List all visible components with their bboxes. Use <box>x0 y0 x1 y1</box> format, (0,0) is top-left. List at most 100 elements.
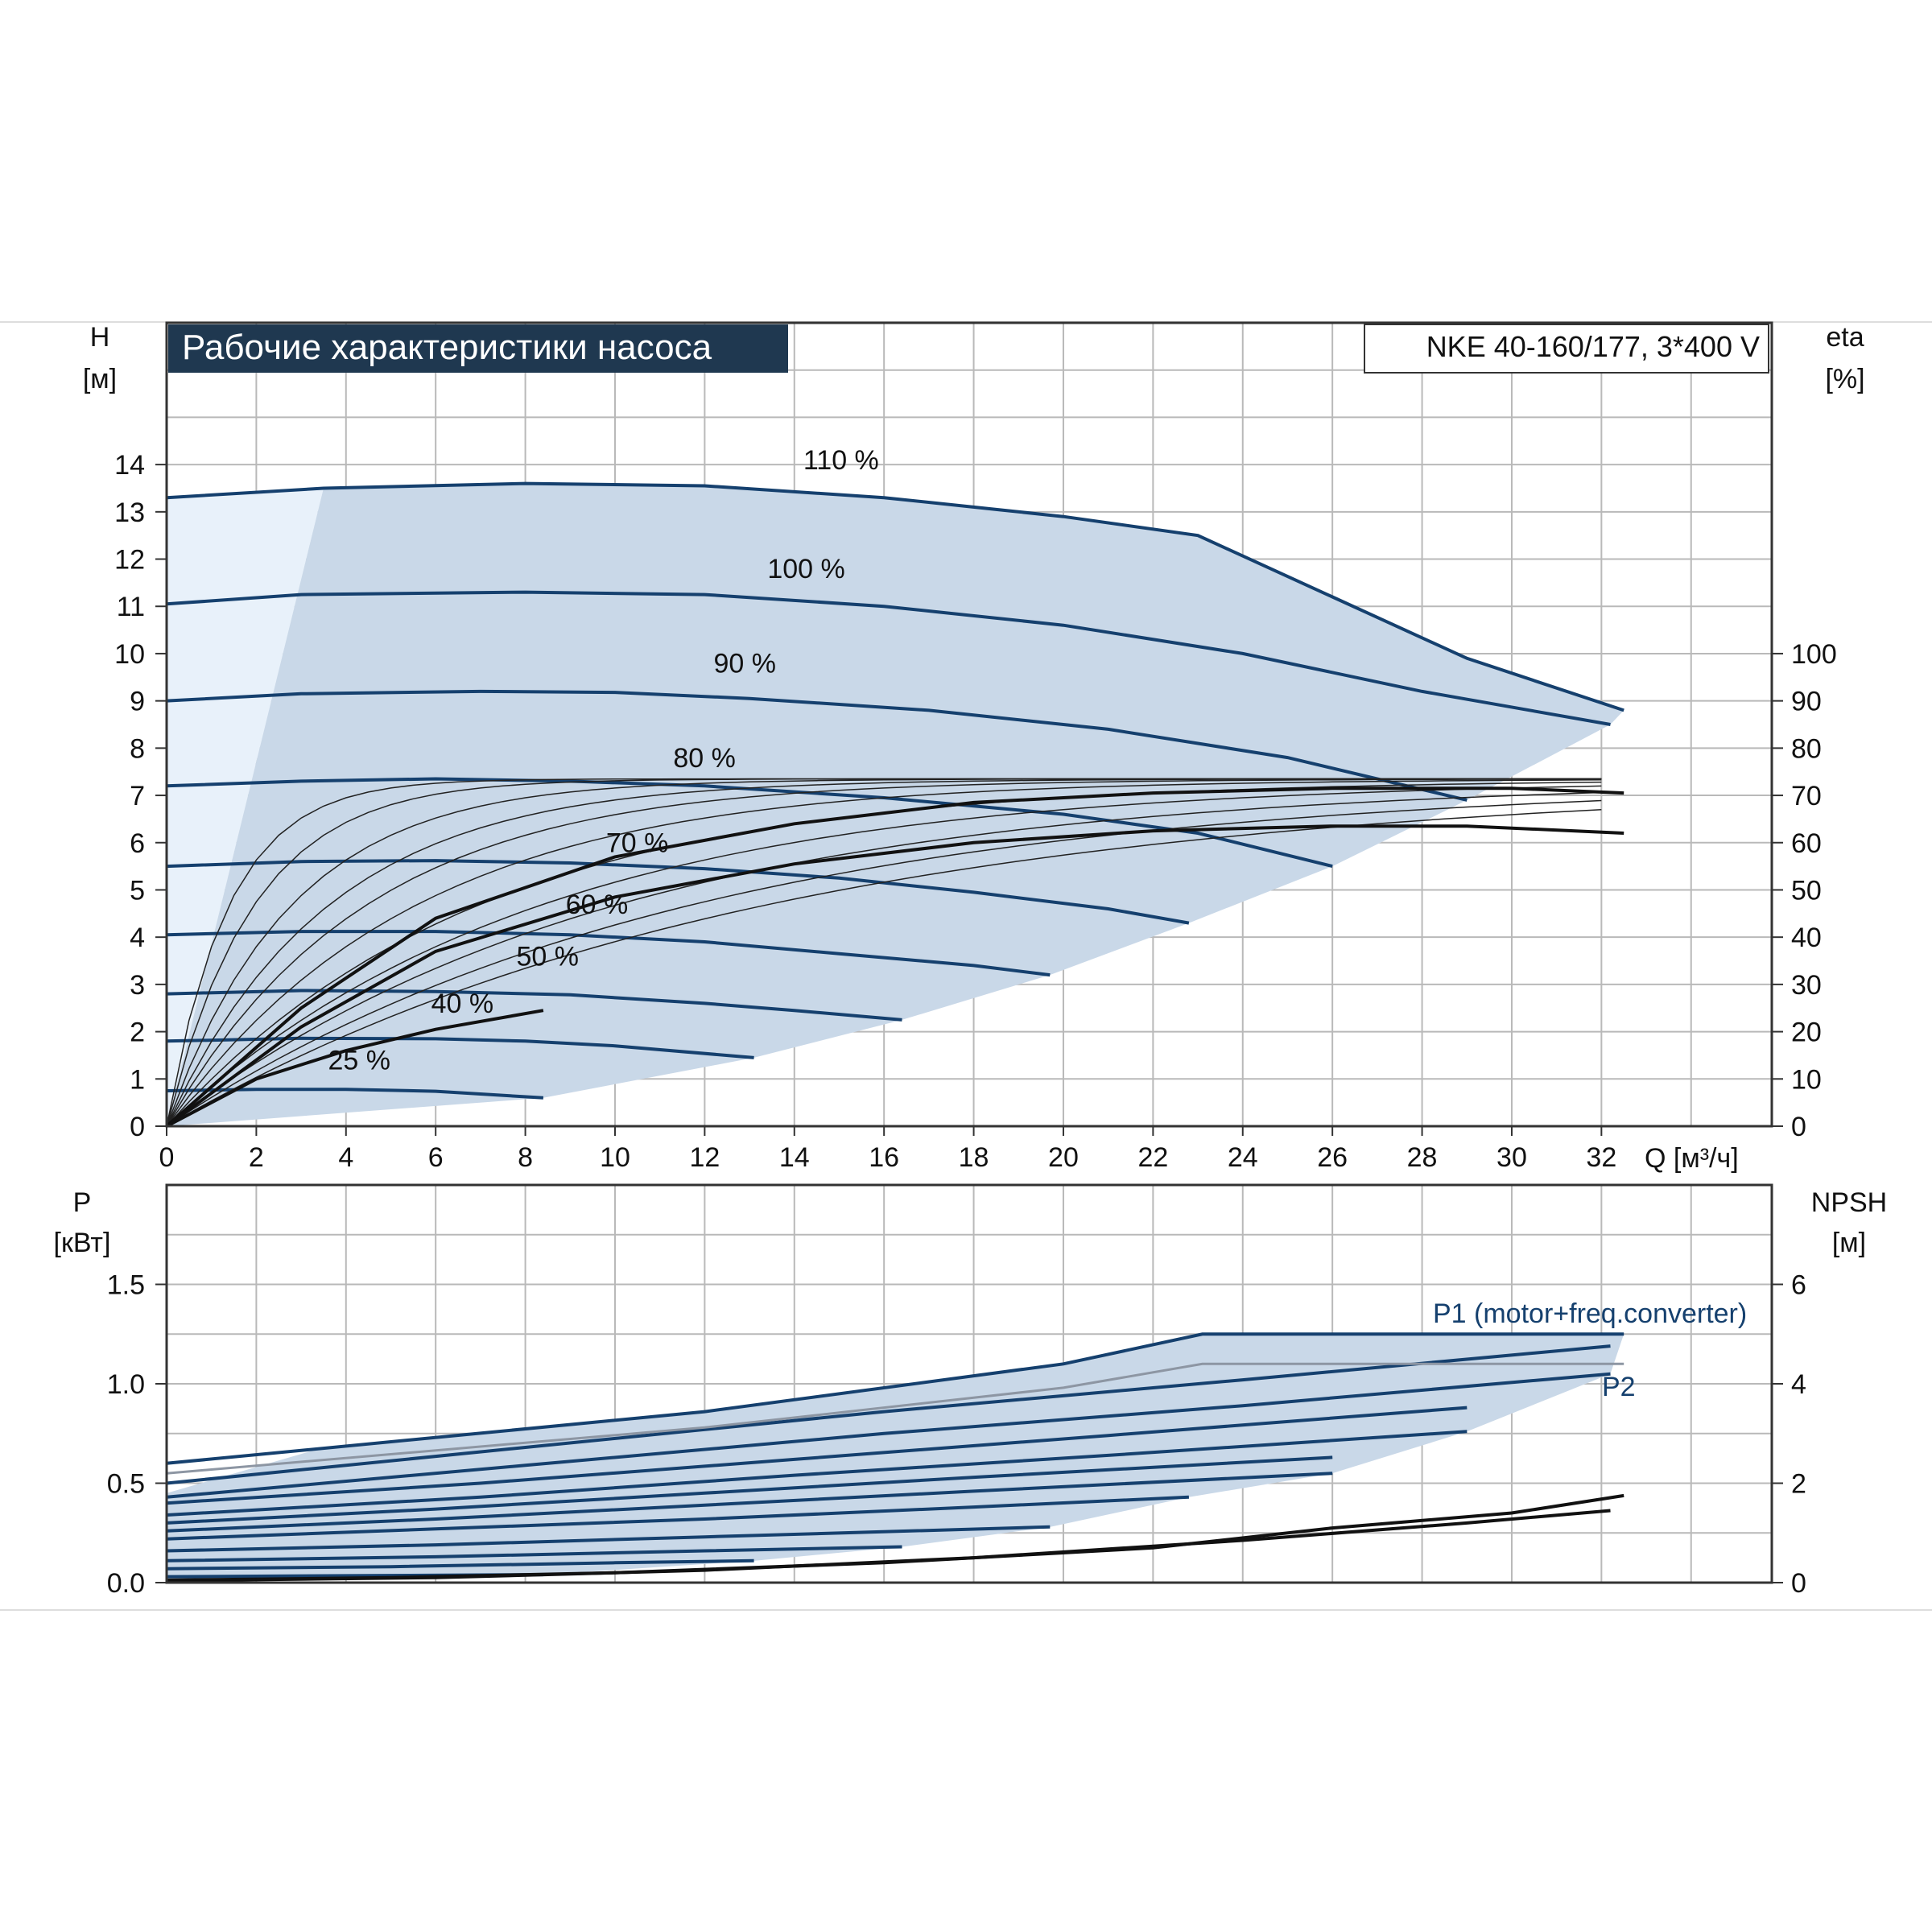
y-tick-label-eta: 80 <box>1791 733 1822 764</box>
model-label: NKE 40-160/177, 3*400 V <box>1426 330 1760 363</box>
speed-curve-8 <box>166 1088 544 1100</box>
speed-curve-1 <box>166 590 1611 726</box>
speed-curve-5 <box>166 930 1051 977</box>
power-operating-region <box>167 1334 1624 1577</box>
y-tick-label-h: 0 <box>130 1112 145 1142</box>
y-axis-label-h: H <box>90 322 110 353</box>
y-tick-label-p: 1.5 <box>107 1270 145 1301</box>
efficiency-family-line <box>166 791 1602 1127</box>
x-axis-label: Q [м³/ч] <box>1645 1143 1739 1174</box>
x-tick-label: 24 <box>1228 1142 1258 1173</box>
speed-label-3: 80 % <box>673 743 736 774</box>
efficiency-family-line <box>166 778 1602 1127</box>
speed-curve-labels: 110 % 100 % 90 % 80 % 70 % 60 % 50 % 40 % 25 % <box>328 445 879 1076</box>
y-tick-label-eta: 70 <box>1791 781 1822 811</box>
x-tick-label: 18 <box>959 1142 989 1173</box>
x-tick-label: 30 <box>1496 1142 1527 1173</box>
efficiency-family-line <box>166 779 1602 1127</box>
y-tick-label-eta: 60 <box>1791 828 1822 859</box>
x-tick-label: 6 <box>428 1142 444 1173</box>
power-curve-7 <box>166 1495 1189 1541</box>
p2-label: P2 <box>1602 1372 1636 1402</box>
x-tick-label: 0 <box>159 1142 175 1173</box>
p2-110-curve <box>166 1362 1624 1475</box>
model-box <box>1364 324 1769 374</box>
x-tick-label: 14 <box>779 1142 810 1173</box>
x-tick-label: 12 <box>689 1142 720 1173</box>
y-tick-label-p: 1.0 <box>107 1369 145 1400</box>
speed-curve-6 <box>166 989 902 1022</box>
operating-region <box>167 483 1624 1126</box>
power-curve-4 <box>166 1430 1468 1517</box>
y-tick-label-eta: 100 <box>1791 639 1837 670</box>
y-tick-label-h: 6 <box>130 828 145 859</box>
y-tick-label-eta: 20 <box>1791 1018 1822 1048</box>
y-axis-label-p: P <box>73 1187 92 1218</box>
npsh-curve-1 <box>166 1509 1611 1583</box>
power-curve-6 <box>166 1472 1333 1533</box>
speed-curve-2 <box>166 689 1468 802</box>
x-tick-label: 28 <box>1407 1142 1438 1173</box>
y-tick-label-p: 0.5 <box>107 1469 145 1500</box>
x-tick-label: 8 <box>518 1142 533 1173</box>
title-box <box>168 324 788 373</box>
power-curve-10 <box>166 1558 754 1571</box>
x-tick-label: 4 <box>338 1142 353 1173</box>
x-tick-label: 16 <box>869 1142 899 1173</box>
head-panel: 110 % 100 % 90 % 80 % 70 % 60 % 50 % 40 % 25 % 0… <box>83 321 1865 1174</box>
x-tick-label: 20 <box>1048 1142 1079 1173</box>
y-axis-unit-eta: [%] <box>1825 364 1864 394</box>
x-tick-label: 32 <box>1586 1142 1616 1173</box>
power-curve-5 <box>166 1455 1333 1525</box>
speed-label-6: 50 % <box>516 941 579 972</box>
speed-curve-4 <box>166 859 1190 925</box>
efficiency-curve-2 <box>166 1009 544 1128</box>
speed-label-7: 40 % <box>431 989 494 1019</box>
y-tick-label-npsh: 2 <box>1791 1469 1806 1500</box>
efficiency-curve-1 <box>165 824 1624 1128</box>
y-tick-label-eta: 50 <box>1791 875 1822 906</box>
y-tick-label-h: 4 <box>130 923 145 953</box>
efficiency-curve-0 <box>165 786 1624 1128</box>
y-tick-label-h: 3 <box>130 970 145 1001</box>
speed-label-8: 25 % <box>328 1046 391 1076</box>
y-axis-unit-h: [м] <box>83 364 117 394</box>
speed-label-0: 110 % <box>803 445 879 476</box>
y-axis-label-eta: eta <box>1826 322 1864 353</box>
y-tick-label-eta: 0 <box>1791 1112 1806 1142</box>
y-tick-label-p: 0.0 <box>107 1568 145 1599</box>
power-curve-3 <box>166 1406 1468 1505</box>
y-tick-label-h: 1 <box>130 1064 145 1095</box>
p1-label: P1 (motor+freq.converter) <box>1433 1298 1747 1329</box>
speed-label-1: 100 % <box>767 554 844 584</box>
power-grid <box>167 1185 1772 1583</box>
y-tick-label-h: 8 <box>130 733 145 764</box>
y-axis-label-npsh: NPSH <box>1811 1187 1887 1218</box>
y-tick-label-npsh: 4 <box>1791 1369 1806 1400</box>
speed-curve-0 <box>166 481 1624 712</box>
x-tick-label: 22 <box>1137 1142 1168 1173</box>
y-axis-unit-npsh: [м] <box>1832 1228 1866 1258</box>
y-tick-label-h: 9 <box>130 687 145 717</box>
y-axis-unit-p: [кВт] <box>54 1228 111 1258</box>
speed-label-2: 90 % <box>714 648 777 679</box>
y-tick-label-h: 10 <box>114 639 145 670</box>
y-tick-label-h: 5 <box>130 875 145 906</box>
y-tick-label-npsh: 6 <box>1791 1270 1806 1301</box>
efficiency-family-line <box>166 785 1602 1127</box>
x-tick-label: 2 <box>249 1142 264 1173</box>
efficiency-curves <box>165 778 1624 1128</box>
y-tick-label-h: 7 <box>130 781 145 811</box>
y-tick-label-h: 2 <box>130 1018 145 1048</box>
y-tick-label-eta: 10 <box>1791 1064 1822 1095</box>
y-tick-label-h: 14 <box>114 450 145 481</box>
y-tick-label-h: 13 <box>114 497 145 528</box>
speed-curve-7 <box>166 1036 754 1059</box>
power-curve-2 <box>166 1372 1611 1499</box>
head-axis-ticks: 0123456789101112131401020304050607080901… <box>114 450 1837 1173</box>
power-curve-8 <box>166 1525 1051 1553</box>
y-tick-label-npsh: 0 <box>1791 1568 1806 1599</box>
power-curves <box>166 1332 1624 1579</box>
power-curve-9 <box>166 1545 902 1563</box>
